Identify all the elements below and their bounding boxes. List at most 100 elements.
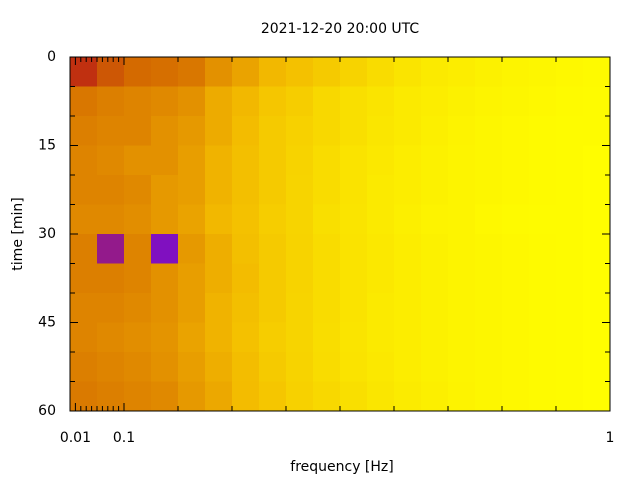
heat-cell <box>124 116 152 146</box>
heat-cell <box>70 145 98 176</box>
heat-cell <box>421 57 449 87</box>
heat-cell <box>340 175 368 205</box>
heat-cell <box>394 116 422 146</box>
heat-cell <box>475 204 503 235</box>
heat-cell <box>421 263 449 294</box>
heat-cell <box>313 322 341 353</box>
heat-cell <box>340 204 368 235</box>
heat-cell <box>70 293 98 323</box>
heat-cell <box>367 381 395 412</box>
heat-cell <box>367 322 395 353</box>
heat-cell <box>286 352 314 382</box>
heat-cell <box>475 352 503 382</box>
heat-cell <box>124 175 152 205</box>
heat-cell <box>70 234 98 264</box>
heat-cell <box>502 86 530 117</box>
heat-cell <box>124 204 152 235</box>
heat-cell <box>259 234 287 264</box>
heat-cell <box>286 116 314 146</box>
heat-cell <box>556 57 584 87</box>
heat-cell <box>502 57 530 87</box>
heat-cell <box>97 263 125 294</box>
heat-cell <box>475 175 503 205</box>
x-axis-label: frequency [Hz] <box>290 459 393 475</box>
heat-cell <box>394 293 422 323</box>
heat-cell <box>583 322 611 353</box>
heat-cell <box>421 234 449 264</box>
heat-cell <box>367 86 395 117</box>
heat-cell <box>232 116 260 146</box>
heat-cell <box>97 381 125 412</box>
heat-cell <box>340 116 368 146</box>
heat-cell <box>394 352 422 382</box>
heat-cell <box>448 381 476 412</box>
heat-cell <box>232 234 260 264</box>
heat-cell <box>151 263 179 294</box>
heat-cell <box>583 234 611 264</box>
heat-cell <box>97 322 125 353</box>
heat-cell <box>97 352 125 382</box>
heat-cell <box>529 381 557 412</box>
heat-cell <box>475 86 503 117</box>
heat-cell <box>259 322 287 353</box>
heat-cell <box>448 293 476 323</box>
heat-cell <box>205 86 233 117</box>
x-tick-label: 1 <box>606 430 615 446</box>
heat-cell <box>502 204 530 235</box>
heat-cell <box>151 293 179 323</box>
heat-cell <box>124 352 152 382</box>
heat-cell <box>394 263 422 294</box>
heat-cell <box>124 263 152 294</box>
heat-cell <box>421 145 449 176</box>
heat-cell <box>259 293 287 323</box>
heat-cell <box>394 322 422 353</box>
heat-cell <box>475 381 503 412</box>
heat-cell <box>70 352 98 382</box>
heat-cell <box>70 322 98 353</box>
heat-cell <box>286 381 314 412</box>
heat-cell <box>205 322 233 353</box>
heat-cell <box>394 86 422 117</box>
heat-cell <box>97 175 125 205</box>
heat-cell <box>124 57 152 87</box>
heat-cell <box>124 145 152 176</box>
heat-cell <box>151 145 179 176</box>
heat-cell <box>259 86 287 117</box>
heat-cell <box>475 322 503 353</box>
heat-cell <box>259 145 287 176</box>
y-tick-label: 15 <box>38 138 56 154</box>
heat-cell <box>178 57 206 87</box>
heat-cell <box>367 234 395 264</box>
heat-cell <box>583 145 611 176</box>
heat-cell <box>502 116 530 146</box>
heat-cell <box>556 86 584 117</box>
heat-cell <box>124 322 152 353</box>
heat-cell <box>475 116 503 146</box>
heat-cell <box>529 204 557 235</box>
heat-cell <box>178 86 206 117</box>
heat-cell <box>205 381 233 412</box>
heat-cell <box>502 263 530 294</box>
heat-cell <box>583 175 611 205</box>
heat-cell <box>475 263 503 294</box>
heat-cell <box>259 175 287 205</box>
heat-cell <box>556 263 584 294</box>
heat-cell <box>97 57 125 87</box>
heat-cell <box>205 175 233 205</box>
heat-cell <box>367 263 395 294</box>
heat-cell <box>313 293 341 323</box>
heat-cell <box>151 116 179 146</box>
heat-cell <box>205 352 233 382</box>
heat-cell <box>502 352 530 382</box>
heat-cell <box>205 145 233 176</box>
y-tick-label: 60 <box>38 403 56 419</box>
heat-cell <box>259 204 287 235</box>
heat-cell <box>502 234 530 264</box>
heat-cell <box>367 116 395 146</box>
heat-cell <box>178 322 206 353</box>
heat-cell <box>583 86 611 117</box>
heat-cell <box>232 175 260 205</box>
heat-cell <box>448 204 476 235</box>
heat-cell <box>232 86 260 117</box>
